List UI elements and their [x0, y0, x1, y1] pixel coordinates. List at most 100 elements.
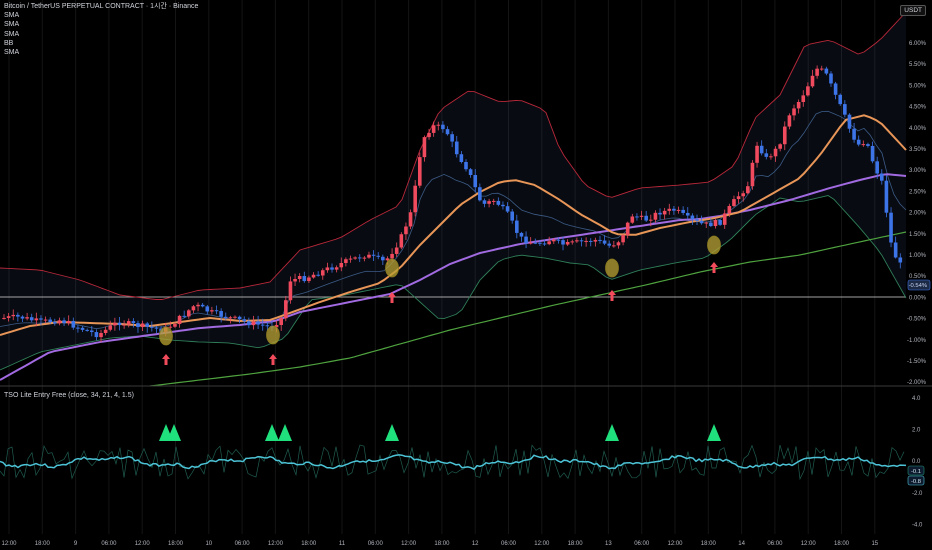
oscillator-pane	[0, 424, 907, 481]
candle-body	[672, 208, 676, 211]
candle-body	[25, 317, 29, 319]
candle-body	[371, 254, 376, 256]
indicator-sma-3[interactable]: SMA	[4, 30, 20, 38]
indicator-sma-2[interactable]: SMA	[4, 21, 20, 29]
candle-body	[722, 213, 727, 225]
candle-body	[870, 145, 875, 162]
candle-body	[630, 216, 635, 223]
entry-circle	[707, 235, 721, 255]
candle-body	[510, 211, 514, 221]
candle-body	[348, 258, 353, 260]
bollinger-upper-line	[0, 11, 907, 300]
candle-body	[140, 323, 145, 328]
currency-badge[interactable]: USDT	[900, 5, 926, 16]
candle-body	[29, 317, 34, 321]
candle-body	[593, 239, 598, 242]
oscillator-axis-label: -4.0	[912, 522, 923, 528]
price-axis-label: 0.50%	[909, 274, 927, 280]
candle-body	[792, 108, 796, 116]
candle-body	[782, 126, 787, 145]
candle-body	[16, 314, 20, 317]
candle-body	[528, 242, 533, 244]
candle-body	[695, 219, 699, 221]
time-axis-label: 12:00	[1, 541, 17, 547]
candle-body	[228, 317, 233, 319]
candle-body	[584, 240, 588, 242]
candle-body	[71, 320, 76, 328]
candle-body	[385, 258, 390, 261]
candle-body	[685, 212, 690, 216]
candle-body	[778, 144, 782, 149]
candle-body	[736, 196, 741, 200]
vertical-gridlines	[8, 0, 876, 534]
price-axis[interactable]: 6.00% 5.50% 5.00% 4.50% 4.00% 3.50% 3.00% 2.50%…	[907, 41, 931, 386]
candle-body	[66, 320, 71, 324]
candle-body	[94, 332, 99, 338]
candle-body	[833, 83, 838, 95]
candle-body	[237, 316, 242, 320]
price-axis-label: -1.50%	[907, 359, 927, 365]
oscillator-axis-label: -2.0	[912, 491, 923, 497]
bollinger-band-fill	[0, 12, 906, 370]
time-axis-label: 12:00	[268, 541, 284, 547]
indicator-sma-4[interactable]: SMA	[4, 49, 20, 57]
candle-body	[519, 232, 524, 237]
candle-body	[524, 236, 528, 244]
price-axis-label: -2.00%	[907, 380, 927, 386]
candle-body	[861, 144, 866, 146]
candle-body	[265, 325, 270, 327]
candle-body	[709, 222, 713, 227]
candle-body	[607, 243, 612, 246]
oscillator-value-badge	[907, 465, 925, 476]
oscillator-value-text: -0.1	[911, 469, 921, 475]
candle-body	[168, 326, 173, 328]
price-axis-label: 1.50%	[909, 232, 927, 238]
oscillator-signal-line	[0, 444, 905, 481]
indicator-bb[interactable]: BB	[4, 39, 14, 47]
candle-body	[136, 323, 140, 328]
oscillator-axis-label: 4.0	[912, 396, 921, 402]
candle-body	[6, 316, 11, 318]
oscillator-value-badge	[907, 475, 925, 486]
candle-body	[53, 322, 57, 324]
sma-slow-line	[149, 231, 907, 387]
price-axis-label: 2.00%	[909, 211, 927, 217]
candle-body	[649, 219, 653, 221]
candle-body	[741, 193, 745, 197]
candle-body	[390, 253, 394, 259]
candle-body	[690, 215, 695, 220]
entry-arrow-icon	[162, 354, 170, 365]
candle-body	[889, 212, 893, 243]
time-axis-label: 18:00	[35, 541, 51, 547]
signal-triangle-icon	[385, 424, 399, 441]
candle-body	[880, 173, 884, 181]
candle-body	[533, 242, 538, 244]
candle-body	[847, 114, 852, 129]
symbol-title[interactable]: Bitcoin / TetherUS PERPETUAL CONTRACT · …	[4, 3, 199, 10]
candle-body	[422, 137, 427, 158]
candle-body	[681, 209, 685, 213]
indicator-sma-1[interactable]: SMA	[4, 12, 20, 20]
time-axis[interactable]: 12:00 18:00 9 06:00 12:00 18:00 10 06:00 12:00 18…	[1, 541, 878, 547]
candle-body	[635, 216, 639, 218]
candle-body	[279, 318, 283, 326]
candle-body	[307, 277, 311, 282]
candle-body	[394, 247, 399, 254]
candle-body	[196, 304, 200, 307]
candle-body	[598, 239, 602, 241]
candle-body	[644, 215, 648, 221]
time-axis-label: 12:00	[667, 541, 683, 547]
price-axis-label: 3.50%	[909, 147, 927, 153]
candle-body	[755, 145, 759, 163]
candle-body	[34, 318, 39, 321]
time-axis-label: 18:00	[834, 541, 850, 547]
candle-body	[48, 319, 52, 323]
candle-body	[57, 320, 62, 324]
candle-body	[62, 320, 66, 324]
price-axis-label: 5.50%	[909, 62, 927, 68]
candle-body	[43, 319, 48, 321]
oscillator-title[interactable]: TSO Lite Entry Free (close, 34, 21, 4, 1…	[4, 392, 134, 399]
oscillator-axis[interactable]: 4.0 2.0 0.0 -2.0 -4.0 -0.1 -0.8	[907, 396, 925, 528]
candle-body	[150, 326, 154, 328]
